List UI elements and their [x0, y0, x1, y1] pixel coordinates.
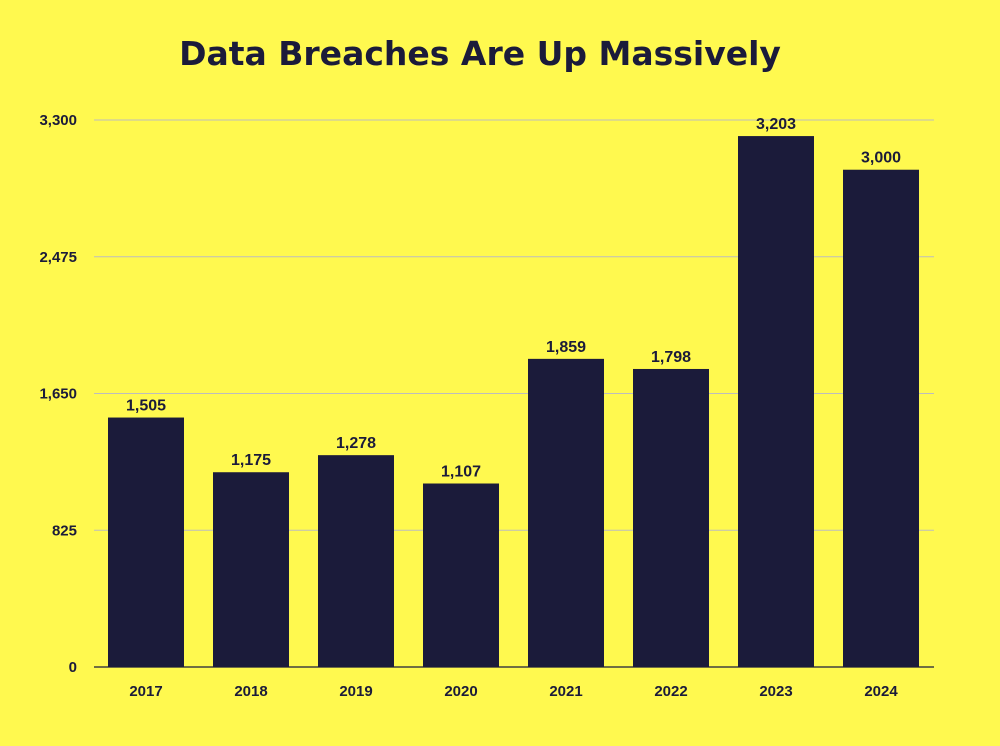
bar-2020: [423, 483, 499, 667]
bar-2024: [843, 169, 919, 667]
x-tick-label: 2024: [864, 683, 898, 700]
bar-2022: [633, 368, 709, 667]
data-label: 1,798: [651, 349, 691, 366]
data-label: 1,175: [231, 452, 271, 469]
bar-2023: [738, 136, 814, 667]
x-tick-label: 2020: [444, 683, 477, 700]
x-tick-label: 2017: [129, 683, 162, 700]
y-tick-label: 0: [69, 659, 77, 676]
x-tick-label: 2022: [654, 683, 687, 700]
data-label: 3,000: [861, 150, 901, 167]
x-tick-label: 2018: [234, 683, 267, 700]
data-label: 1,107: [441, 464, 481, 481]
data-label: 1,859: [546, 339, 586, 356]
y-tick-label: 2,475: [39, 249, 77, 266]
x-tick-label: 2021: [549, 683, 582, 700]
chart-title: Data Breaches Are Up Massively: [179, 34, 781, 73]
y-tick-label: 825: [52, 522, 77, 539]
bar-2021: [528, 358, 604, 667]
y-tick-label: 1,650: [39, 386, 77, 403]
bar-2017: [108, 417, 184, 667]
data-label: 1,505: [126, 398, 166, 415]
data-label: 3,203: [756, 116, 796, 133]
x-tick-label: 2019: [339, 683, 372, 700]
bar-2019: [318, 455, 394, 667]
data-label: 1,278: [336, 435, 376, 452]
x-tick-label: 2023: [759, 683, 792, 700]
y-tick-label: 3,300: [39, 112, 77, 129]
bar-2018: [213, 472, 289, 667]
